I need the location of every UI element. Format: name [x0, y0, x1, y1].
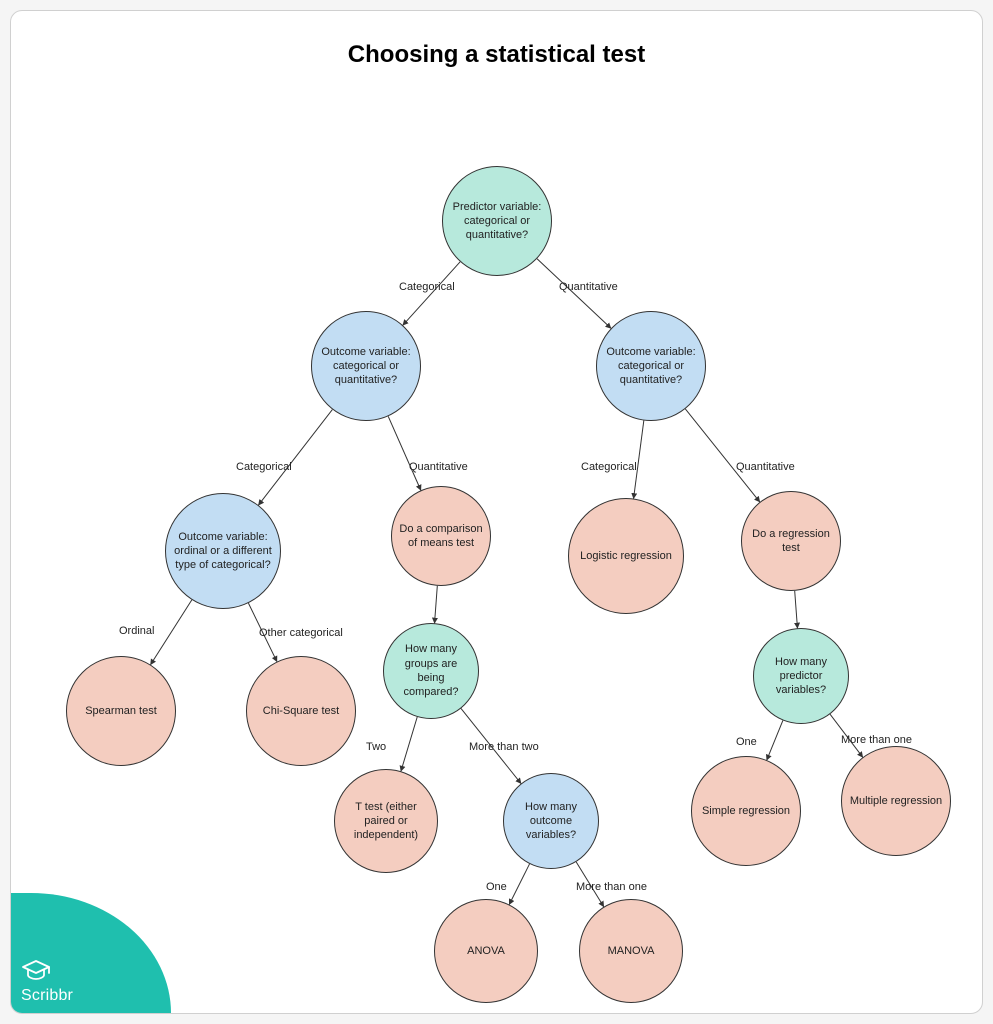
edge-means-groups	[435, 586, 438, 623]
node-root: Predictor variable: categorical or quant…	[442, 166, 552, 276]
node-predvars: How many predictor variables?	[753, 628, 849, 724]
edge-label-outcount-manova: More than one	[576, 881, 647, 893]
edge-root-outR	[537, 259, 611, 329]
diagram-frame: Choosing a statistical test Predictor va…	[10, 10, 983, 1014]
node-spearman: Spearman test	[66, 656, 176, 766]
node-outR: Outcome variable: categorical or quantit…	[596, 311, 706, 421]
node-outcount: How many outcome variables?	[503, 773, 599, 869]
node-ord: Outcome variable: ordinal or a different…	[165, 493, 281, 609]
edge-outL-means	[388, 416, 421, 490]
edge-regtest-predvars	[795, 591, 798, 628]
node-outL: Outcome variable: categorical or quantit…	[311, 311, 421, 421]
edge-outR-regtest	[685, 409, 759, 502]
node-groups: How many groups are being compared?	[383, 623, 479, 719]
brand-name: Scribbr	[21, 987, 73, 1005]
node-regtest: Do a regression test	[741, 491, 841, 591]
edge-outcount-anova	[509, 864, 529, 905]
edge-label-groups-ttest: Two	[366, 741, 386, 753]
edge-label-outL-ord: Categorical	[236, 461, 292, 473]
node-ttest: T test (either paired or independent)	[334, 769, 438, 873]
flowchart-edges	[11, 11, 982, 1013]
node-logistic: Logistic regression	[568, 498, 684, 614]
edge-label-outR-regtest: Quantitative	[736, 461, 795, 473]
node-simplereg: Simple regression	[691, 756, 801, 866]
edge-label-predvars-simplereg: One	[736, 736, 757, 748]
edge-root-outL	[403, 262, 460, 325]
edge-outL-ord	[258, 410, 332, 506]
node-manova: MANOVA	[579, 899, 683, 1003]
node-means: Do a comparison of means test	[391, 486, 491, 586]
node-chisq: Chi-Square test	[246, 656, 356, 766]
edge-ord-spearman	[151, 600, 192, 665]
edge-label-ord-spearman: Ordinal	[119, 625, 154, 637]
edge-label-groups-outcount: More than two	[469, 741, 539, 753]
edge-groups-ttest	[401, 717, 417, 771]
node-multireg: Multiple regression	[841, 746, 951, 856]
edge-predvars-simplereg	[767, 720, 783, 760]
edge-label-predvars-multireg: More than one	[841, 734, 912, 746]
node-anova: ANOVA	[434, 899, 538, 1003]
edge-label-outcount-anova: One	[486, 881, 507, 893]
edge-label-root-outL: Categorical	[399, 281, 455, 293]
edge-label-outL-means: Quantitative	[409, 461, 468, 473]
graduation-cap-icon	[21, 959, 51, 983]
edge-outR-logistic	[634, 421, 644, 499]
edge-label-ord-chisq: Other categorical	[259, 627, 343, 639]
flowchart: Predictor variable: categorical or quant…	[11, 11, 982, 1013]
edge-label-root-outR: Quantitative	[559, 281, 618, 293]
edge-label-outR-logistic: Categorical	[581, 461, 637, 473]
